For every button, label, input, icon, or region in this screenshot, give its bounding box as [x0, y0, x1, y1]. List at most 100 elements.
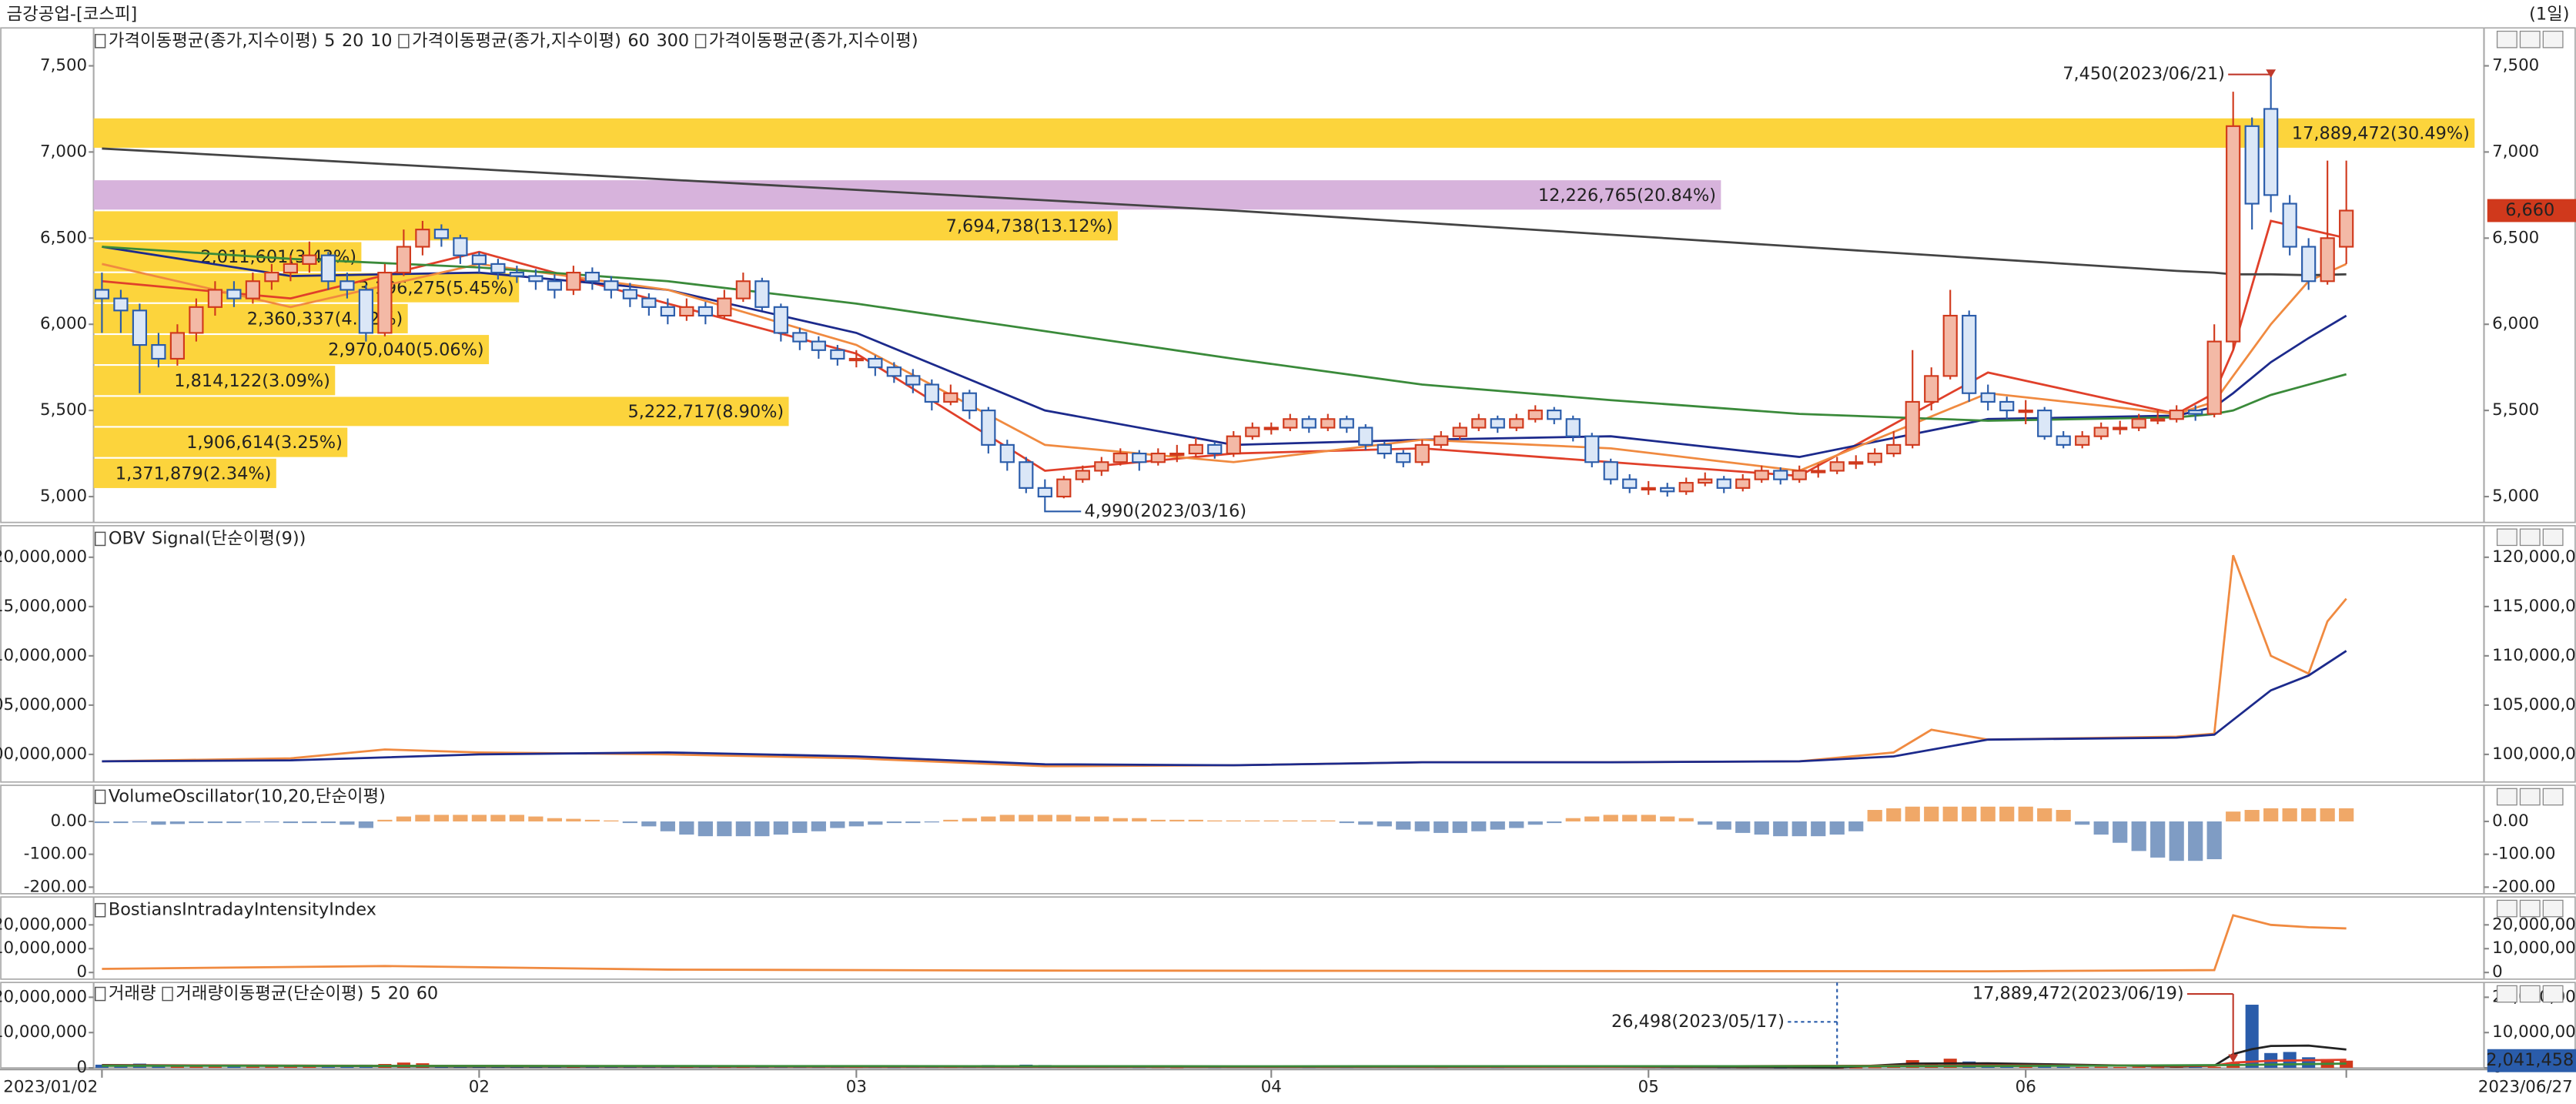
y2-tick-label: 115,000,000	[2492, 597, 2576, 616]
panel-frame	[0, 896, 2576, 980]
oscillator-bar	[2320, 808, 2335, 821]
oscillator-bar	[1527, 821, 1543, 825]
panel-button[interactable]	[2542, 788, 2564, 806]
panel-button[interactable]	[2542, 985, 2564, 1003]
panel-button[interactable]	[2542, 30, 2564, 49]
candle-body	[490, 263, 506, 274]
candle-body	[999, 443, 1015, 463]
candle-body	[1226, 435, 1241, 455]
panel-button[interactable]	[2519, 788, 2541, 806]
candle-body	[1773, 470, 1788, 480]
volume-bar	[340, 1066, 354, 1069]
panel-button[interactable]	[2496, 30, 2517, 49]
oscillator-bar	[999, 815, 1015, 821]
candle-body	[924, 383, 939, 403]
candle-body	[679, 306, 694, 317]
oscillator-bar	[830, 821, 845, 828]
oscillator-bar	[698, 821, 713, 837]
y2-tick-label: 7,500	[2492, 56, 2539, 75]
candle-body	[584, 272, 600, 283]
legend-icon	[398, 34, 410, 49]
y2-tick-label: 6,500	[2492, 228, 2539, 247]
x-tick-label: 05	[1638, 1078, 1659, 1097]
panel-button[interactable]	[2496, 985, 2517, 1003]
y-tick-label: 6,500	[40, 228, 87, 247]
low-label: 4,990(2023/03/16)	[1085, 501, 1247, 521]
volume-bar	[2151, 1067, 2165, 1069]
legend-text: VolumeOscillator(10,20,단순이평)	[109, 786, 386, 806]
volume-profile-label: 12,226,765(20.84%)	[1538, 186, 1716, 206]
panel-button[interactable]	[2496, 528, 2517, 547]
candle-body	[1754, 470, 1769, 480]
y2-tick-label: 10,000,000	[2492, 1022, 2576, 1042]
volume-bar	[2189, 1066, 2203, 1069]
period: (1일)	[2529, 5, 2569, 25]
oscillator-bar	[1452, 821, 1467, 833]
panel-button[interactable]	[2519, 528, 2541, 547]
legend-text: 10	[370, 31, 393, 51]
candle-body	[1245, 427, 1260, 437]
volume-bar	[2038, 1066, 2052, 1069]
candle-body	[1848, 461, 1864, 465]
oscillator-bar	[2169, 821, 2184, 861]
candle-body	[1358, 427, 1373, 446]
oscillator-bar	[1414, 821, 1430, 831]
oscillator-bar	[433, 815, 449, 821]
candle-body	[1886, 443, 1902, 455]
oscillator-bar	[1169, 819, 1185, 821]
y-tick-label: 0	[77, 962, 88, 982]
panel-button[interactable]	[2542, 528, 2564, 547]
panel-frame	[0, 982, 2576, 1069]
oscillator-bar	[848, 821, 864, 827]
y-tick-label: 20,000,000	[0, 915, 87, 934]
panel-button[interactable]	[2519, 30, 2541, 49]
panel-button[interactable]	[2496, 899, 2517, 918]
candle-body	[698, 306, 713, 317]
candle-body	[1169, 453, 1185, 457]
volume-profile-label: 7,694,738(13.12%)	[946, 216, 1113, 236]
candle-body	[830, 349, 845, 360]
oscillator-bar	[1848, 821, 1864, 831]
annotation-arrow	[1044, 498, 1082, 513]
candle-body	[1132, 453, 1147, 463]
candle-body	[509, 272, 524, 277]
candle-body	[792, 332, 808, 343]
legend-text: 거래량이동평균(단순이평)	[176, 984, 363, 1004]
candle-body	[1471, 418, 1487, 429]
candle-body	[1905, 400, 1920, 446]
volume-profile-label: 2,360,337(4.02%)	[247, 309, 403, 329]
candle-body	[1829, 461, 1845, 472]
candle-body	[1641, 487, 1656, 491]
candle-body	[1509, 418, 1524, 429]
candle-body	[811, 340, 826, 351]
oscillator-bar	[1754, 821, 1769, 835]
legend-text: Signal(단순이평(9))	[152, 528, 306, 548]
candle-body	[1698, 478, 1713, 484]
oscillator-bar	[924, 821, 939, 823]
panel-button[interactable]	[2542, 899, 2564, 918]
candle-body	[1622, 478, 1638, 489]
candle-body	[2320, 237, 2335, 283]
candle-body	[2056, 435, 2071, 446]
oscillator-bar	[962, 818, 977, 821]
candle-body	[962, 392, 977, 412]
candle-body	[1283, 418, 1298, 429]
series-line	[102, 650, 2347, 767]
volume-bar	[189, 1066, 203, 1069]
panel-button[interactable]	[2519, 985, 2541, 1003]
panel-button[interactable]	[2519, 899, 2541, 918]
oscillator-bar	[1698, 821, 1713, 825]
panel-button[interactable]	[2496, 788, 2517, 806]
legend-icon	[162, 986, 173, 1002]
volume-profile-bar	[93, 180, 1721, 210]
oscillator-bar	[641, 821, 657, 827]
volume-profile-bar	[93, 458, 276, 488]
candle-body	[320, 254, 336, 283]
oscillator-bar	[1924, 806, 1939, 821]
candle-body	[2018, 410, 2033, 413]
oscillator-bar	[1188, 819, 1203, 821]
candle-body	[1924, 375, 1939, 403]
oscillator-bar	[2075, 821, 2090, 825]
candle-body	[471, 254, 487, 265]
oscillator-bar	[1037, 815, 1052, 821]
